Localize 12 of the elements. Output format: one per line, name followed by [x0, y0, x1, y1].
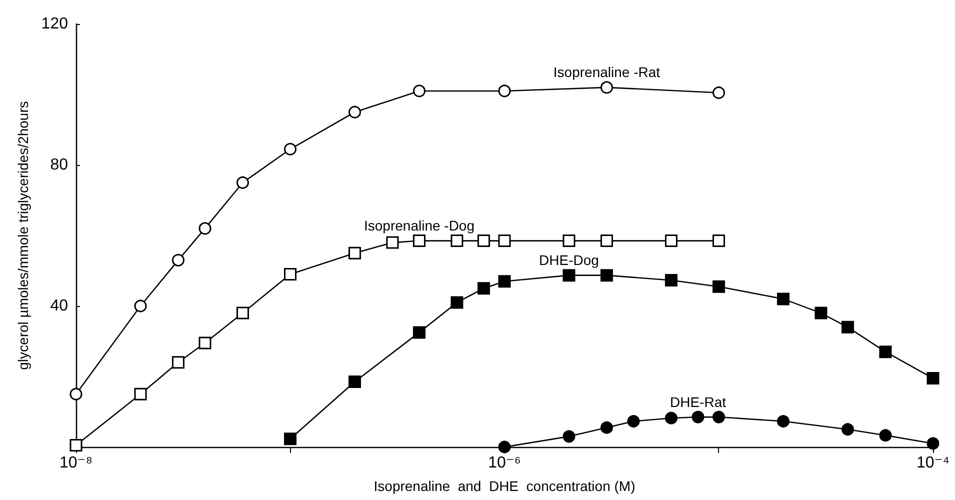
x-tick-label: 10⁻⁴: [916, 454, 950, 472]
x-tick-label: 10⁻⁶: [488, 454, 521, 472]
y-tick-label: 120: [41, 16, 68, 32]
y-axis-title: glycerol µmoles/mmole triglycerides/2hours: [15, 101, 31, 370]
series-label: Isoprenaline -Rat: [553, 64, 660, 80]
x-axis-title: Isoprenaline and DHE concentration (M): [374, 478, 636, 494]
series-label: DHE-Rat: [670, 394, 726, 410]
series-label: Isoprenaline -Dog: [364, 218, 474, 234]
y-tick-label: 40: [50, 298, 68, 314]
series-label: DHE-Dog: [539, 252, 599, 268]
x-tick-label: 10⁻⁸: [60, 454, 92, 472]
y-tick-label: 80: [50, 156, 68, 174]
